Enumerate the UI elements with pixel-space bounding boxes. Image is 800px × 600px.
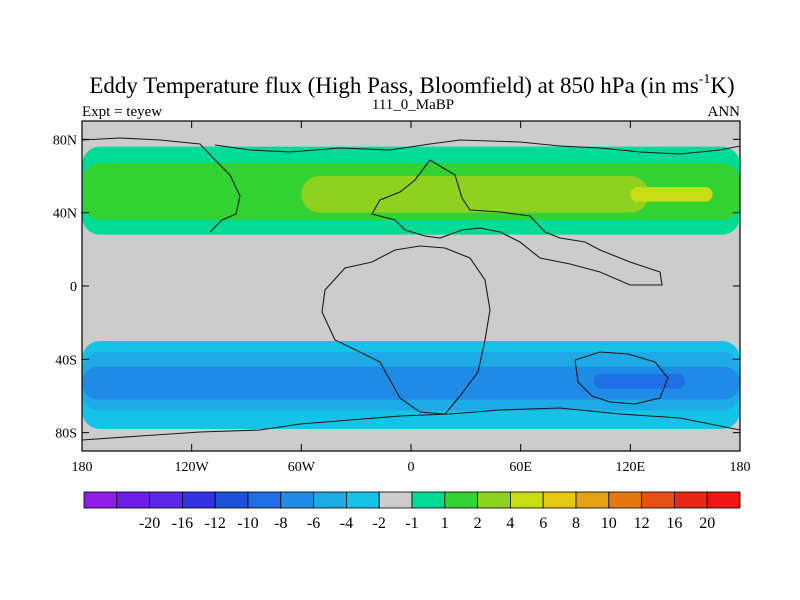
colorbar-label-17: 20 [699,515,715,532]
colorbar-swatch-16 [608,491,642,509]
colorbar-labels: -20 -16 -12 -10 -8 -6 -4 -2 -1 1 2 4 6 8 10 12 16 20 [139,515,715,532]
colorbar-label-6: -4 [340,515,353,532]
colorbar-label-8: -1 [405,515,418,532]
x-tick-label-0: 180 [72,460,93,475]
colorbar-swatch-14 [542,491,577,509]
colorbar-label-5: -6 [307,515,320,532]
contour-region-2 [301,176,649,213]
coastline-antarctica [81,407,741,441]
colorbar-swatch-3 [181,491,216,509]
center-label: 111_0_MaBP [372,97,454,113]
left-label: Expt = teyew [82,104,162,120]
colorbar-swatch-18 [674,491,708,509]
colorbar-label-16: 16 [666,515,682,532]
y-tick-label-1: 40N [53,207,77,222]
y-tick-label-3: 40S [55,353,77,368]
coastline-eurasia [214,139,741,286]
contour-region-6 [82,366,740,400]
x-tick-label-3: 0 [408,460,415,475]
colorbar-swatch-12 [477,491,511,509]
colorbar-swatch-5 [247,491,282,509]
coastlines [81,137,741,441]
right-label: ANN [708,104,741,120]
colorbar-swatch-1 [116,491,151,509]
colorbar-label-4: -8 [274,515,287,532]
chart-title-superscript: -1 [699,72,711,87]
colorbar-swatch-19 [706,491,741,509]
colorbar-swatch-4 [214,491,249,509]
colorbar-swatch-0 [83,491,118,509]
colorbar-label-0: -20 [139,515,160,532]
plot-area: 180 120W 60W 0 60E 120E 180 80N 40N 0 40S 80S [53,120,751,475]
coastline-australia [574,351,669,405]
x-tick-label-5: 120E [616,460,646,475]
colorbar-swatch-10 [411,491,446,509]
coastline-americas [81,137,241,233]
colorbar-swatch-8 [345,491,380,509]
chart-title-end: K) [710,73,734,98]
coastline-africa [321,245,491,415]
chart-title-main: Eddy Temperature flux (High Pass, Bloomf… [89,73,698,98]
x-axis-ticks: 180 120W 60W 0 60E 120E 180 [72,121,751,475]
colorbar-swatch-13 [509,491,544,509]
colorbar-swatch-11 [444,491,478,509]
colorbar-swatch-15 [575,491,610,509]
x-tick-label-6: 180 [730,460,751,475]
colorbar-label-11: 4 [506,515,514,532]
y-tick-label-0: 80N [53,133,77,148]
colorbar-label-14: 10 [601,515,617,532]
colorbar-label-3: -10 [237,515,258,532]
colorbar-label-12: 6 [539,515,547,532]
colorbar-swatch-17 [641,491,675,509]
colorbar-swatch-9 [378,491,413,509]
colorbar-swatch-6 [280,491,314,509]
contour-regions [82,146,740,429]
y-tick-label-2: 0 [70,280,77,295]
y-tick-label-4: 80S [55,427,77,442]
x-tick-label-2: 60W [288,460,316,475]
contour-region-7 [593,374,686,389]
x-tick-label-1: 120W [175,460,210,475]
colorbar [83,491,741,509]
colorbar-label-1: -16 [172,515,193,532]
colorbar-label-13: 8 [572,515,580,532]
colorbar-label-15: 12 [634,515,650,532]
colorbar-swatch-7 [313,491,347,509]
colorbar-label-10: 2 [474,515,482,532]
colorbar-label-2: -12 [205,515,226,532]
contour-region-3 [630,187,713,202]
x-tick-label-4: 60E [509,460,532,475]
colorbar-label-9: 1 [441,515,449,532]
colorbar-swatch-2 [149,491,183,509]
chart-title: Eddy Temperature flux (High Pass, Bloomf… [89,72,734,98]
colorbar-label-7: -2 [373,515,386,532]
y-axis-ticks: 80N 40N 0 40S 80S [53,133,740,442]
